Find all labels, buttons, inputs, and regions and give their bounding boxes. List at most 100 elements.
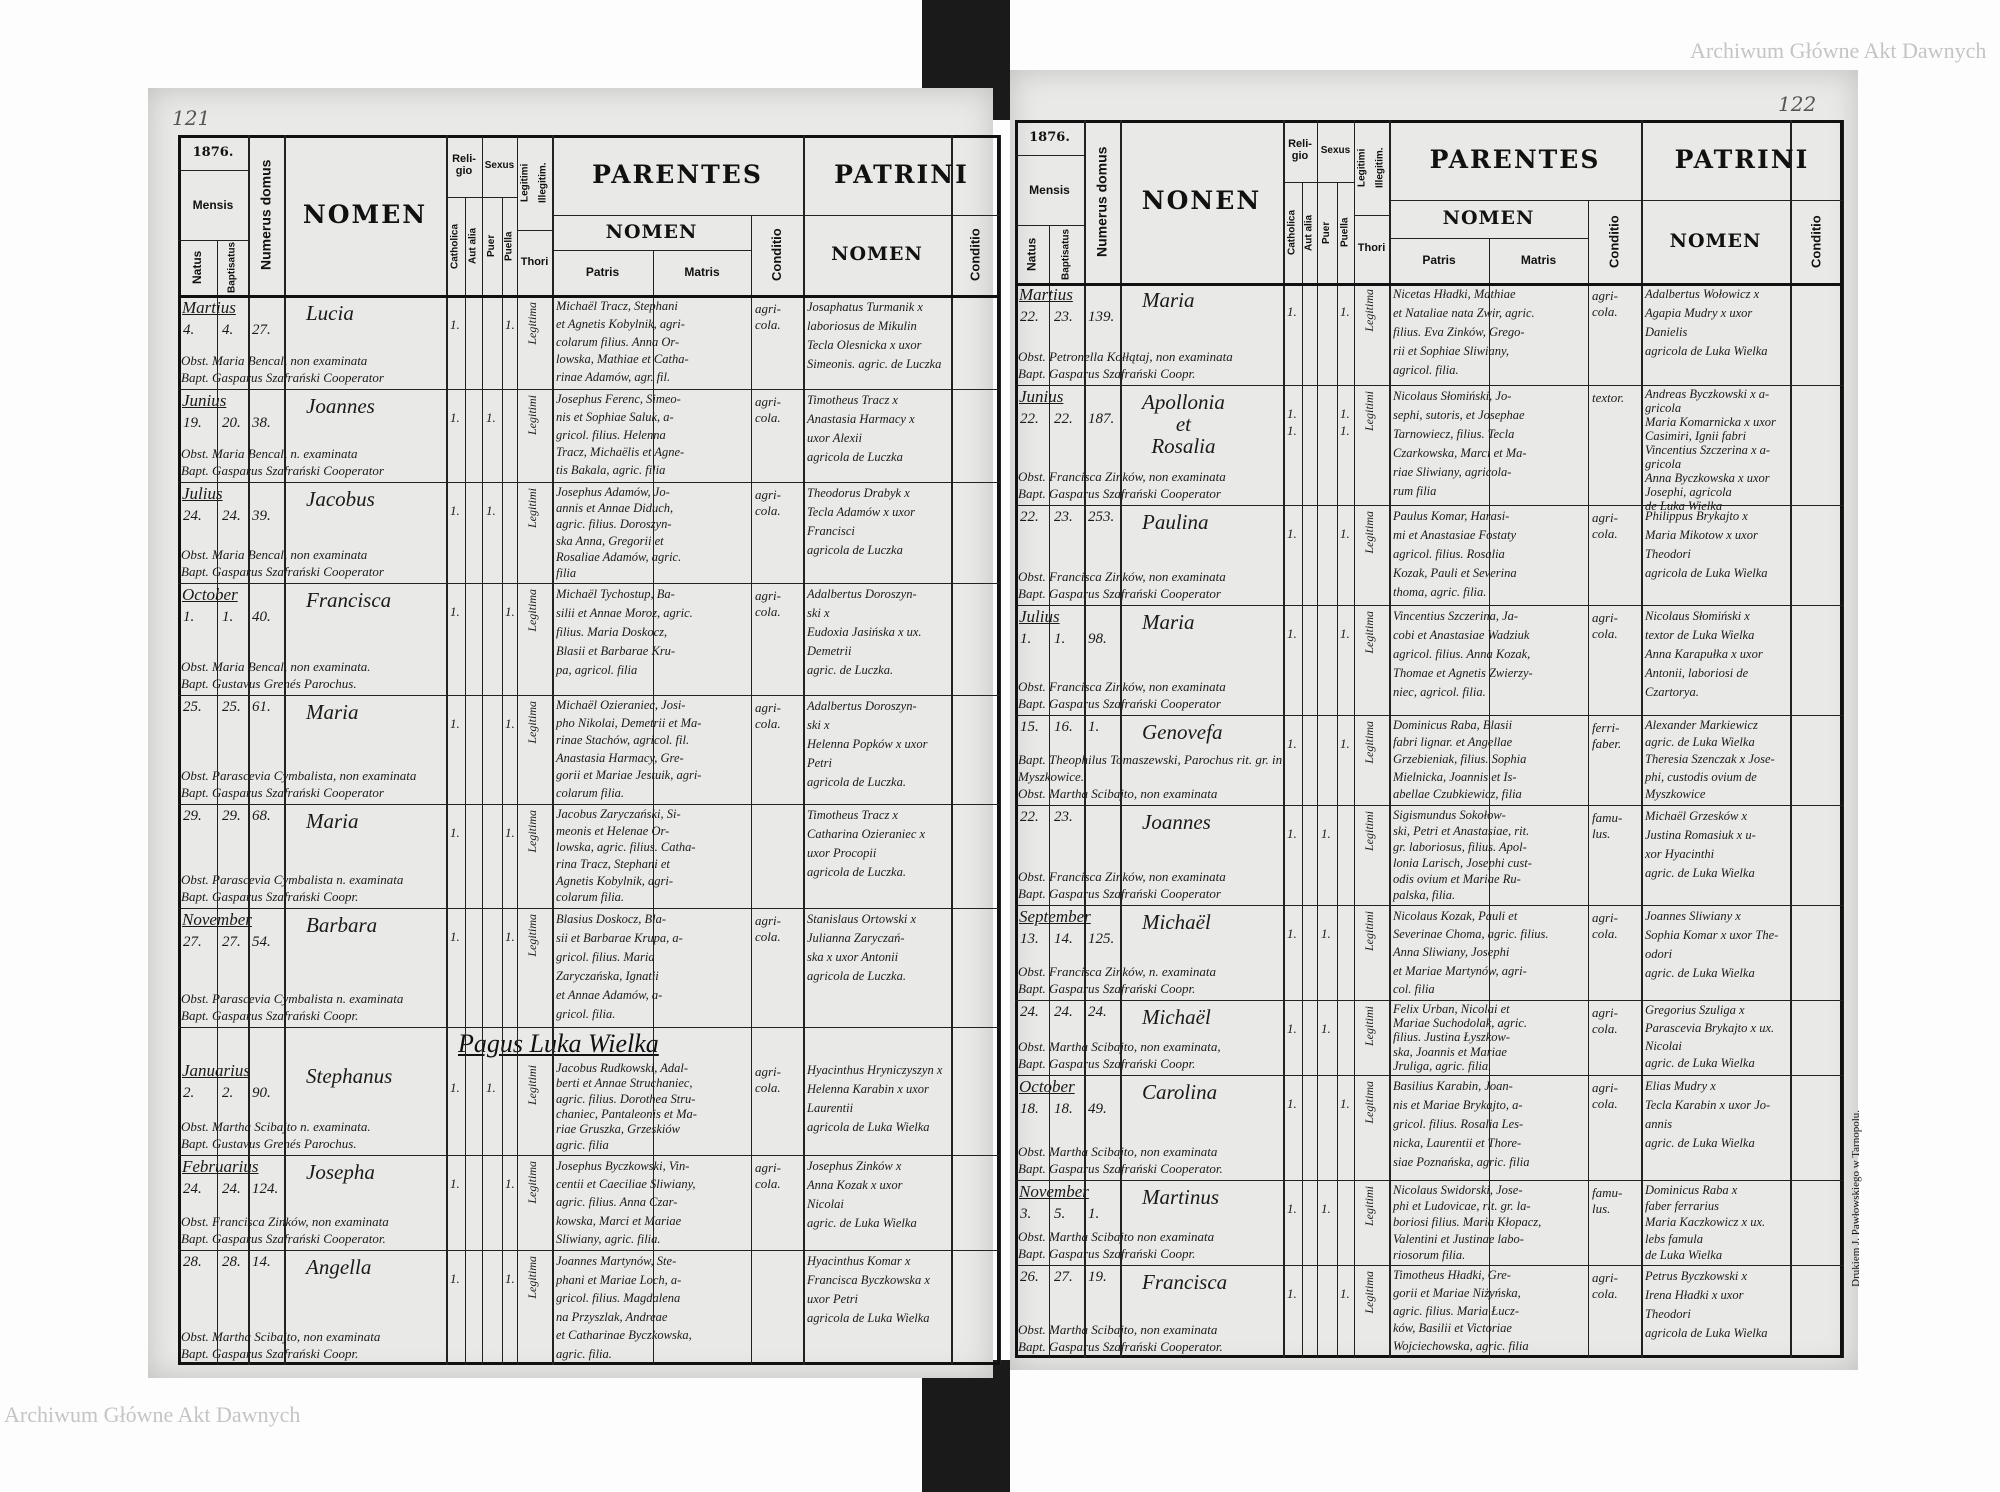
- baptisatus-day: 18.: [1054, 1101, 1073, 1117]
- baptizer-line: Bapt. Gasparus Szafrański Cooperator: [1018, 696, 1221, 711]
- child-name: Apollonia et Rosalia: [1142, 390, 1225, 458]
- natus-day: 3.: [1020, 1206, 1032, 1222]
- obstetrix-line: Obst. Francisca Zinków, non examinata: [1018, 679, 1226, 694]
- legitimacy-note: Legitima: [1362, 1081, 1376, 1124]
- entry-month: Februarius: [182, 1157, 259, 1176]
- house-number: 253.: [1088, 509, 1115, 525]
- puella-mark: 1.: [1340, 526, 1350, 541]
- entry-month: September: [1019, 907, 1091, 926]
- column-rule: [1790, 120, 1792, 1358]
- legitimacy-note: Legitima: [525, 1161, 539, 1204]
- house-number: 124.: [252, 1181, 279, 1197]
- house-number: 139.: [1088, 309, 1115, 325]
- year-label: 1876.: [192, 144, 234, 160]
- parents-conditio: agri- cola.: [755, 487, 781, 518]
- baptizer-line: Bapt. Gasparus Szafrański Cooperator: [181, 564, 384, 579]
- parents-conditio: agri- cola.: [1592, 910, 1618, 941]
- legitimacy-note: Legitimi: [525, 488, 539, 529]
- column-rule: [1843, 120, 1844, 1358]
- godparents-text: Hyacinthus Komar x Francisca Byczkowska …: [807, 1254, 930, 1325]
- godparents-text: Andreas Byczkowski x a- gricola Maria Ko…: [1645, 387, 1776, 513]
- child-name: Stephanus: [306, 1064, 393, 1088]
- house-number: 1.: [1088, 719, 1100, 735]
- header-rule: [1354, 215, 1389, 216]
- nomen-header: NOMEN: [302, 199, 428, 229]
- row-rule: [178, 695, 1000, 696]
- entry-notes: Obst. Martha Scibajto n. examinata. Bapt.…: [181, 1118, 514, 1152]
- natus-day: 22.: [1020, 509, 1039, 525]
- natus-day: 29.: [183, 808, 202, 824]
- patris-label: Patris: [585, 265, 620, 280]
- catholica-mark: 1.: [1287, 926, 1297, 941]
- parents-text: Timotheus Hładki, Gre- gorii et Mariae N…: [1393, 1268, 1529, 1354]
- entry-month: October: [182, 585, 238, 604]
- catholica-mark: 1.: [450, 929, 460, 944]
- illegitimi-label: Illegitim.: [1374, 147, 1385, 188]
- obstetrix-line: Obst. Parascevia Cymbalista n. examinata: [181, 991, 404, 1006]
- entry-notes: Obst. Maria Bencal, non examinata. Bapt. …: [181, 658, 514, 692]
- house-number: 27.: [252, 322, 271, 338]
- legitimi-label: Legitimi: [519, 163, 531, 202]
- catholica-mark: 1.: [1287, 1096, 1297, 1111]
- column-rule: [517, 135, 518, 1365]
- puella-mark: 1.: [505, 929, 515, 944]
- row-rule: [178, 1250, 1000, 1251]
- baptisatus-day: 1.: [222, 609, 234, 625]
- legitimacy-note: Legitimi: [1362, 1186, 1376, 1227]
- godparents-text: Josaphatus Turmanik x laboriosus de Miku…: [807, 300, 942, 371]
- parentes-header: PARENTES: [592, 159, 763, 189]
- header-bottom-rule: [178, 295, 1000, 298]
- entry-notes: Obst. Francisca Zinków, non examinata Bap…: [1018, 568, 1351, 602]
- book-binding-bottom: [922, 1360, 1010, 1492]
- entry-notes: Obst. Francisca Zinków, non examinata Bap…: [181, 1213, 514, 1247]
- house-number: 90.: [252, 1085, 271, 1101]
- baptizer-line: Bapt. Gasparus Szafrański Cooperator.: [1018, 1161, 1223, 1176]
- house-number: 125.: [1088, 931, 1115, 947]
- child-name: Genovefa: [1142, 720, 1223, 744]
- legitimacy-note: Legitima: [525, 810, 539, 853]
- patrini-header: PATRINI: [1674, 144, 1810, 174]
- mensis-label: Mensis: [1029, 182, 1070, 197]
- child-name: Maria: [306, 809, 359, 833]
- entry-notes: Obst. Parascevia Cymbalista n. examinata…: [181, 871, 514, 905]
- natus-day: 4.: [183, 322, 195, 338]
- puer-label: Puer: [485, 234, 497, 258]
- baptisatus-day: 23.: [1054, 809, 1073, 825]
- legitimacy-note: Legitima: [525, 701, 539, 744]
- godparents-text: Josephus Zinków x Anna Kozak x uxor Nico…: [807, 1159, 917, 1230]
- natus-day: 18.: [1020, 1101, 1039, 1117]
- puella-mark: 1.: [505, 1176, 515, 1191]
- column-rule: [653, 250, 654, 1365]
- column-rule: [1337, 182, 1338, 1358]
- puella-mark: 1.: [505, 716, 515, 731]
- house-number: 39.: [252, 508, 271, 524]
- baptizer-line: Bapt. Gasparus Szafrański Coopr.: [181, 1008, 359, 1023]
- row-rule: [1015, 805, 1843, 806]
- entry-month: November: [182, 910, 252, 929]
- child-name: Maria: [1142, 288, 1195, 312]
- house-number: 19.: [1088, 1269, 1107, 1285]
- puella-mark: 1.: [505, 825, 515, 840]
- baptizer-line: Obst. Martha Scibajto, non examinata: [1018, 786, 1218, 801]
- page-number: 122: [1778, 92, 1817, 116]
- column-rule: [446, 135, 448, 1365]
- baptisatus-day: 22.: [1054, 411, 1073, 427]
- child-name: Francisca: [1142, 1270, 1228, 1294]
- entry-notes: Obst. Francisca Zinków, non examinata Bap…: [1018, 468, 1351, 502]
- row-rule: [1015, 1180, 1843, 1181]
- entry-notes: Obst. Martha Scibajto, non examinata Bapt…: [1018, 1143, 1351, 1177]
- legitimacy-note: Legitima: [525, 914, 539, 957]
- puella-mark: 1.: [1340, 736, 1350, 751]
- natus-day: 28.: [183, 1254, 202, 1270]
- obstetrix-line: Obst. Martha Scibajto, non examinata,: [1018, 1039, 1221, 1054]
- puella-mark: 1.: [1340, 304, 1350, 319]
- obstetrix-line: Obst. Parascevia Cymbalista n. examinata: [181, 872, 404, 887]
- column-rule: [1489, 238, 1490, 1358]
- row-rule: [178, 908, 1000, 909]
- matris-label: Matris: [1520, 253, 1557, 268]
- column-rule: [284, 135, 286, 1365]
- catholica-mark: 1.: [1287, 1286, 1297, 1301]
- natus-day: 25.: [183, 699, 202, 715]
- printer-imprint: Drukiem J. Pawłowskiego w Tarnopolu.: [1850, 1110, 1862, 1287]
- legitimacy-note: Legitima: [525, 302, 539, 345]
